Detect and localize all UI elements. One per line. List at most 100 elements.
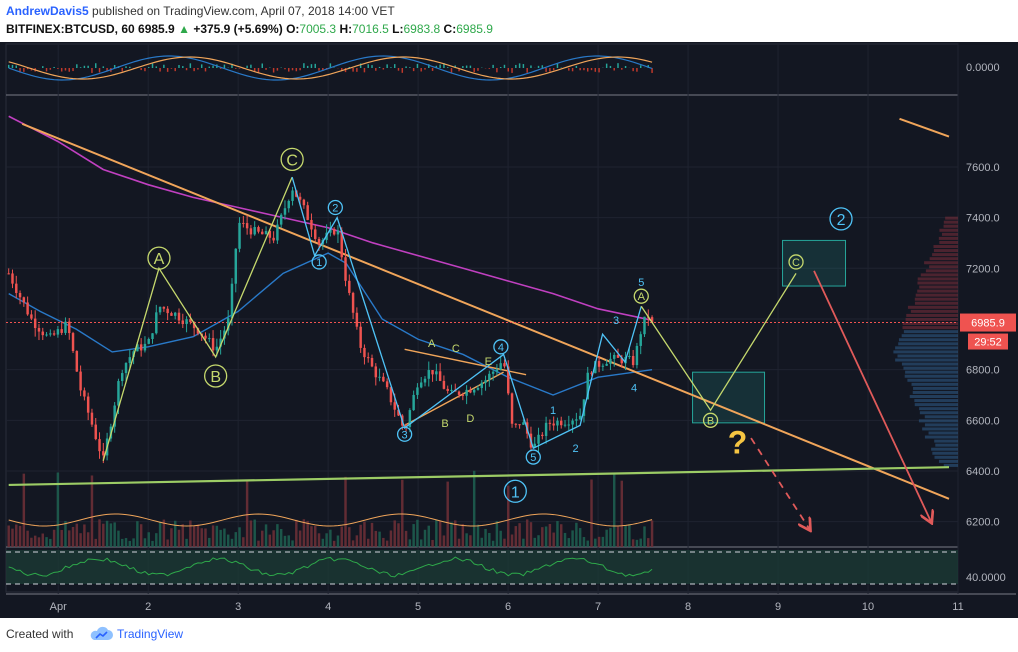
- volume-bar: [151, 540, 154, 547]
- volume-bar: [529, 522, 533, 547]
- candle-body: [578, 415, 582, 420]
- volume-bar: [310, 526, 313, 547]
- volume-bar: [541, 527, 544, 547]
- candle-body: [563, 424, 567, 426]
- volume-bar: [325, 533, 328, 547]
- volume-bar: [136, 521, 139, 547]
- profile-bar: [939, 228, 958, 232]
- volume-bar: [643, 526, 646, 547]
- volume-bar: [30, 537, 33, 547]
- volume-bar: [624, 525, 627, 547]
- candle-body: [170, 313, 173, 316]
- volume-bar: [427, 525, 431, 547]
- volume-bar: [605, 529, 608, 547]
- wave-label: 2: [837, 212, 846, 229]
- volume-bar: [454, 520, 457, 547]
- volume-bar: [41, 533, 44, 547]
- wave-label-circle: [280, 147, 304, 171]
- candle-body: [242, 222, 245, 224]
- candle-body: [480, 382, 483, 388]
- signal-line: [8, 56, 653, 80]
- candle-body: [435, 371, 438, 375]
- volume-bar: [348, 527, 351, 547]
- volume-bar: [75, 523, 79, 547]
- candle-body: [586, 372, 589, 400]
- volume-bar: [314, 526, 317, 547]
- wave-label: 5: [638, 277, 644, 289]
- oscillator-top-pane: [7, 55, 653, 81]
- volume-bar: [155, 533, 158, 547]
- candle-body: [442, 380, 446, 389]
- wave-label-circle: [702, 412, 719, 428]
- wave-label: C: [792, 257, 800, 269]
- author-link[interactable]: AndrewDavis5: [6, 4, 89, 18]
- candle-body: [15, 283, 18, 293]
- candle-body: [223, 330, 226, 339]
- profile-bar: [917, 281, 958, 285]
- volume-bar: [537, 535, 540, 547]
- publish-info: AndrewDavis5 published on TradingView.co…: [6, 4, 395, 18]
- time-tick-label: 6: [505, 601, 511, 613]
- wave-label-circle: [633, 288, 649, 304]
- time-axis[interactable]: Apr 2 3 4 5 6 7 8 9 10 11: [50, 601, 964, 613]
- candle-body: [567, 424, 571, 426]
- volume-bar: [124, 538, 128, 547]
- profile-bar: [914, 301, 958, 305]
- candle-body: [631, 355, 635, 366]
- volume-bar: [226, 534, 230, 547]
- volume-bar: [567, 538, 571, 547]
- volume-bar: [317, 533, 321, 547]
- candle-body: [196, 328, 200, 334]
- tradingview-cloud-icon[interactable]: [88, 626, 114, 642]
- profile-bar: [898, 342, 958, 346]
- price-tick-label: 6600.0: [966, 415, 1000, 427]
- candle-body: [355, 312, 359, 327]
- candle-body: [68, 321, 71, 334]
- candle-body: [552, 423, 555, 426]
- wave-label-circle: [311, 254, 327, 270]
- tradingview-link[interactable]: TradingView: [117, 627, 184, 641]
- volume-bar: [355, 535, 359, 547]
- profile-bar: [901, 334, 958, 338]
- price-tick-label: 7400.0: [966, 213, 1000, 225]
- profile-bar: [929, 257, 958, 261]
- candle-body: [385, 381, 389, 388]
- candle-body: [33, 318, 37, 329]
- triangle-line: [404, 371, 504, 426]
- candle-body: [363, 347, 366, 358]
- candle-body: [556, 420, 559, 426]
- candle-body: [397, 409, 400, 416]
- candle-body: [230, 283, 234, 319]
- profile-bar: [915, 293, 958, 297]
- wave-label: D: [466, 413, 474, 425]
- wave-label: E: [485, 356, 492, 368]
- candle-body: [162, 306, 166, 309]
- price-tick-label: 6400.0: [966, 466, 1000, 478]
- volume-bar: [147, 532, 150, 547]
- profile-bar: [924, 261, 958, 265]
- price-axis[interactable]: 7600.07400.07200.07000.06800.06600.06400…: [960, 62, 1016, 584]
- wave-path: [291, 176, 642, 450]
- volume-bar: [609, 528, 612, 547]
- wave-label: 2: [573, 443, 579, 455]
- candle-body: [450, 389, 453, 391]
- candle-body: [419, 382, 423, 388]
- volume-bar: [170, 528, 173, 547]
- price-tick-label: 7200.0: [966, 263, 1000, 275]
- candle-body: [548, 422, 552, 424]
- candle-body: [211, 338, 215, 351]
- candle-body: [499, 363, 502, 370]
- volume-bar: [340, 526, 343, 547]
- volume-bar: [18, 525, 22, 547]
- candle-body: [204, 335, 207, 339]
- volume-bar: [109, 523, 113, 547]
- volume-bar: [491, 540, 495, 547]
- candle-body: [431, 370, 434, 375]
- candle-body: [620, 357, 624, 364]
- candle-body: [287, 200, 290, 209]
- candle-body: [234, 248, 237, 284]
- volume-bar: [442, 535, 446, 547]
- volume-bar: [11, 528, 14, 547]
- candle-body: [155, 312, 158, 334]
